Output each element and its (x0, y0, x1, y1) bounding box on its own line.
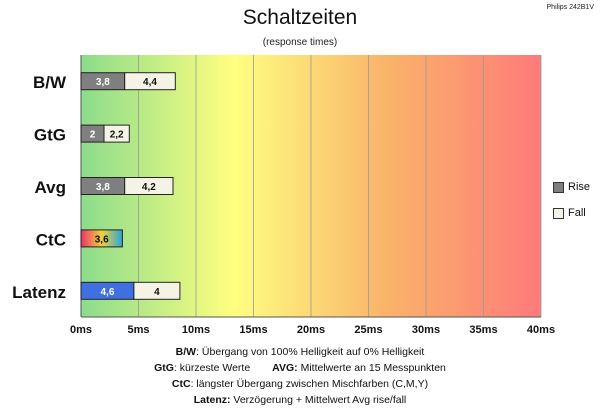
chart-notes: B/W: Übergang von 100% Helligkeit auf 0%… (0, 344, 600, 408)
bar-fall (133, 281, 181, 300)
x-tick-label: 10ms (182, 324, 210, 336)
legend-fall-label: Fall (568, 207, 586, 219)
x-tick-label: 30ms (412, 324, 440, 336)
legend-fall: Fall (553, 207, 586, 219)
x-tick-label: 15ms (239, 324, 267, 336)
x-tick-label: 35ms (469, 324, 497, 336)
bar-fall (124, 177, 174, 195)
legend-rise-label: Rise (568, 181, 591, 193)
category-label: B/W (33, 73, 67, 92)
note-gtg-avg: GtG: kürzeste Werte AVG: Mittelwerte an 1… (154, 362, 446, 374)
category-label: GtG (34, 126, 66, 145)
bar-value-label: 2 (90, 130, 96, 141)
bar-value-label: 4,2 (142, 182, 156, 193)
bar-fall (103, 124, 130, 143)
x-tick-label: 25ms (354, 324, 382, 336)
monitor-model-label: Philips 242B1V (546, 4, 594, 11)
note-bw: B/W: Übergang von 100% Helligkeit auf 0%… (175, 346, 425, 358)
bar-value-label: 4,6 (100, 287, 114, 298)
response-time-chart: 0ms 5ms 10ms 15ms 20ms 25ms 30ms 35ms 40ms B/W 3,8… (12, 55, 555, 336)
x-tick-label: 0ms (70, 324, 92, 336)
legend-rise-swatch (553, 181, 564, 193)
bar-value-label: 3,8 (96, 182, 110, 193)
bar-value-label: 4 (154, 287, 160, 298)
bar-value-label: 3,6 (95, 234, 109, 245)
x-tick-label: 40ms (527, 324, 555, 336)
chart-title: Schaltzeiten (242, 6, 358, 29)
bar-value-label: 3,8 (96, 77, 110, 88)
note-ctc: CtC: längster Übergang zwischen Mischfar… (171, 378, 429, 390)
legend-fall-swatch (553, 207, 564, 219)
x-tick-label: 20ms (297, 324, 325, 336)
note-latenz: Latenz: Verzögerung + Mittelwert Avg ris… (193, 394, 407, 406)
legend-rise: Rise (553, 181, 590, 193)
category-label: Avg (35, 178, 67, 197)
bar-value-label: 4,4 (143, 77, 157, 88)
category-label: Latenz (12, 283, 66, 302)
bar-value-label: 2,2 (110, 130, 124, 141)
bar-fall (124, 72, 176, 91)
chart-subtitle: (response times) (262, 37, 338, 48)
x-tick-label: 5ms (127, 324, 149, 336)
category-label: CtC (36, 230, 66, 249)
bar-rise (80, 229, 123, 248)
